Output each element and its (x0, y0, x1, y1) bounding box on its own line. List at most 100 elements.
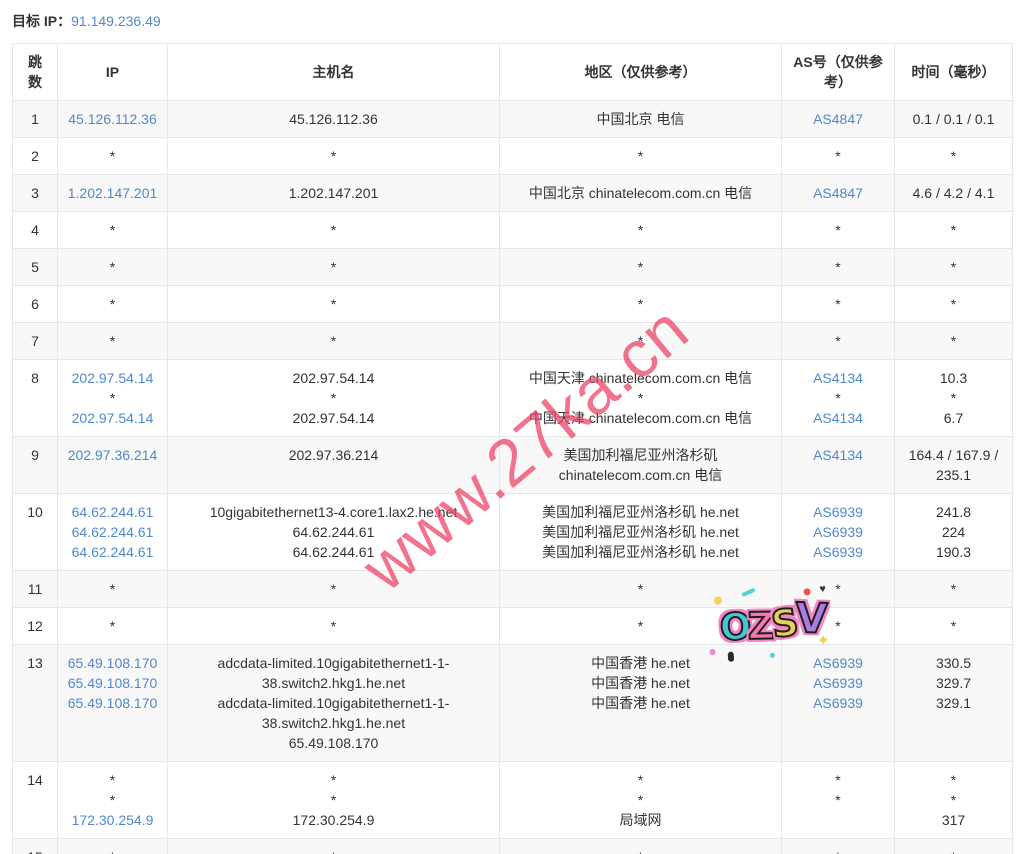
cell-region: 中国天津 chinatelecom.com.cn 电信 * 中国天津 chinate… (499, 359, 782, 437)
cell-host: * (167, 248, 500, 286)
ip-link[interactable]: 172.30.254.9 (71, 812, 154, 828)
cell-hop: 15 (12, 838, 58, 854)
as-link[interactable]: AS4847 (813, 111, 863, 127)
col-header-region: 地区（仅供参考） (499, 43, 782, 101)
cell-host: * (167, 285, 500, 323)
ip-link[interactable]: 65.49.108.170 (67, 695, 158, 711)
cell-hop: 9 (12, 436, 58, 494)
as-link[interactable]: AS6939 (813, 655, 863, 671)
cell-region: * (499, 137, 782, 175)
cell-ip: * (57, 137, 168, 175)
cell-ip: * (57, 248, 168, 286)
as-link[interactable]: AS4134 (813, 370, 863, 386)
cell-host: * (167, 838, 500, 854)
cell-ip: * (57, 285, 168, 323)
cell-region: * (499, 248, 782, 286)
ip-link[interactable]: 65.49.108.170 (67, 675, 158, 691)
cell-time: 0.1 / 0.1 / 0.1 (894, 100, 1013, 138)
cell-host: * (167, 322, 500, 360)
cell-host: * * 172.30.254.9 (167, 761, 500, 839)
cell-hop: 4 (12, 211, 58, 249)
as-link[interactable]: AS4134 (813, 410, 863, 426)
cell-asn: AS4134 (781, 436, 895, 494)
as-link[interactable]: AS4847 (813, 185, 863, 201)
table-row: 14 * * 172.30.254.9 * * 172.30.254.9 * * 局域网 * * * * 3… (12, 761, 1013, 839)
table-row: 8 202.97.54.14 * 202.97.54.14 202.97.54.14 * 2… (12, 359, 1013, 437)
cell-ip: 64.62.244.61 64.62.244.61 64.62.244.61 (57, 493, 168, 571)
table-row: 4 * * * * * (12, 211, 1013, 249)
cell-host: * (167, 211, 500, 249)
cell-time: * (894, 285, 1013, 323)
traceroute-table: 跳数 IP 主机名 地区（仅供参考） AS号（仅供参考） 时间（毫秒） 1 45.126.1… (12, 43, 1013, 854)
target-ip-line: 目标 IP：91.149.236.49 (12, 12, 1012, 30)
cell-time: 10.3 * 6.7 (894, 359, 1013, 437)
table-header: 跳数 IP 主机名 地区（仅供参考） AS号（仅供参考） 时间（毫秒） (12, 43, 1013, 101)
col-header-asn: AS号（仅供参考） (781, 43, 895, 101)
cell-ip: * (57, 838, 168, 854)
ip-link[interactable]: 202.97.54.14 (71, 410, 154, 426)
cell-time: * (894, 322, 1013, 360)
as-link[interactable]: AS6939 (813, 524, 863, 540)
table-row: 1 45.126.112.36 45.126.112.36 中国北京 电信 AS4847… (12, 100, 1013, 138)
cell-host: 1.202.147.201 (167, 174, 500, 212)
ip-link[interactable]: 64.62.244.61 (71, 544, 154, 560)
cell-region: * (499, 570, 782, 608)
cell-ip: * (57, 211, 168, 249)
table-row: 15***** (12, 838, 1013, 854)
ip-link[interactable]: 64.62.244.61 (71, 504, 154, 520)
cell-time: * (894, 607, 1013, 645)
cell-asn: * (781, 285, 895, 323)
table-row: 6 * * * * * (12, 285, 1013, 323)
as-link[interactable]: AS4134 (813, 447, 863, 463)
ip-link[interactable]: 202.97.54.14 (71, 370, 154, 386)
as-link[interactable]: AS6939 (813, 675, 863, 691)
cell-hop: 13 (12, 644, 58, 762)
cell-host: * (167, 607, 500, 645)
cell-ip: 65.49.108.170 65.49.108.170 65.49.108.170 (57, 644, 168, 762)
cell-ip: 202.97.36.214 (57, 436, 168, 494)
ip-link[interactable]: 65.49.108.170 (67, 655, 158, 671)
table-row: 9 202.97.36.214 202.97.36.214 美国加利福尼亚州洛杉矶 c… (12, 436, 1013, 494)
cell-region: * (499, 211, 782, 249)
cell-time: 4.6 / 4.2 / 4.1 (894, 174, 1013, 212)
cell-region: 美国加利福尼亚州洛杉矶 he.net 美国加利福尼亚州洛杉矶 he.net 美国加利… (499, 493, 782, 571)
table-row: 7 * * * * * (12, 322, 1013, 360)
as-link[interactable]: AS6939 (813, 695, 863, 711)
cell-asn: AS6939 AS6939 AS6939 (781, 493, 895, 571)
ip-link[interactable]: 64.62.244.61 (71, 524, 154, 540)
cell-asn: * (781, 570, 895, 608)
col-header-hop: 跳数 (12, 43, 58, 101)
cell-region: * (499, 838, 782, 854)
cell-ip: 45.126.112.36 (57, 100, 168, 138)
cell-region: 中国北京 电信 (499, 100, 782, 138)
cell-asn: * (781, 137, 895, 175)
cell-time: * * 317 (894, 761, 1013, 839)
cell-ip: * (57, 322, 168, 360)
cell-region: * * 局域网 (499, 761, 782, 839)
cell-host: 202.97.36.214 (167, 436, 500, 494)
cell-hop: 11 (12, 570, 58, 608)
cell-ip: 1.202.147.201 (57, 174, 168, 212)
cell-time: * (894, 211, 1013, 249)
col-header-host: 主机名 (167, 43, 500, 101)
cell-asn: * (781, 322, 895, 360)
cell-hop: 1 (12, 100, 58, 138)
ip-link[interactable]: 1.202.147.201 (67, 185, 158, 201)
target-ip-label: 目标 IP： (12, 13, 72, 29)
cell-ip: 202.97.54.14 * 202.97.54.14 (57, 359, 168, 437)
cell-time: * (894, 248, 1013, 286)
cell-time: * (894, 137, 1013, 175)
cell-asn: AS4847 (781, 100, 895, 138)
as-link[interactable]: AS6939 (813, 504, 863, 520)
cell-host: adcdata-limited.10gigabitethernet1-1-38.… (167, 644, 500, 762)
table-row: 2 * * * * * (12, 137, 1013, 175)
cell-ip: * * 172.30.254.9 (57, 761, 168, 839)
ip-link[interactable]: 202.97.36.214 (67, 447, 158, 463)
as-link[interactable]: AS6939 (813, 544, 863, 560)
table-row: 12 * * * * * (12, 607, 1013, 645)
cell-hop: 5 (12, 248, 58, 286)
table-row: 10 64.62.244.61 64.62.244.61 64.62.244.61 10… (12, 493, 1013, 571)
ip-link[interactable]: 45.126.112.36 (68, 111, 157, 127)
cell-host: * (167, 137, 500, 175)
